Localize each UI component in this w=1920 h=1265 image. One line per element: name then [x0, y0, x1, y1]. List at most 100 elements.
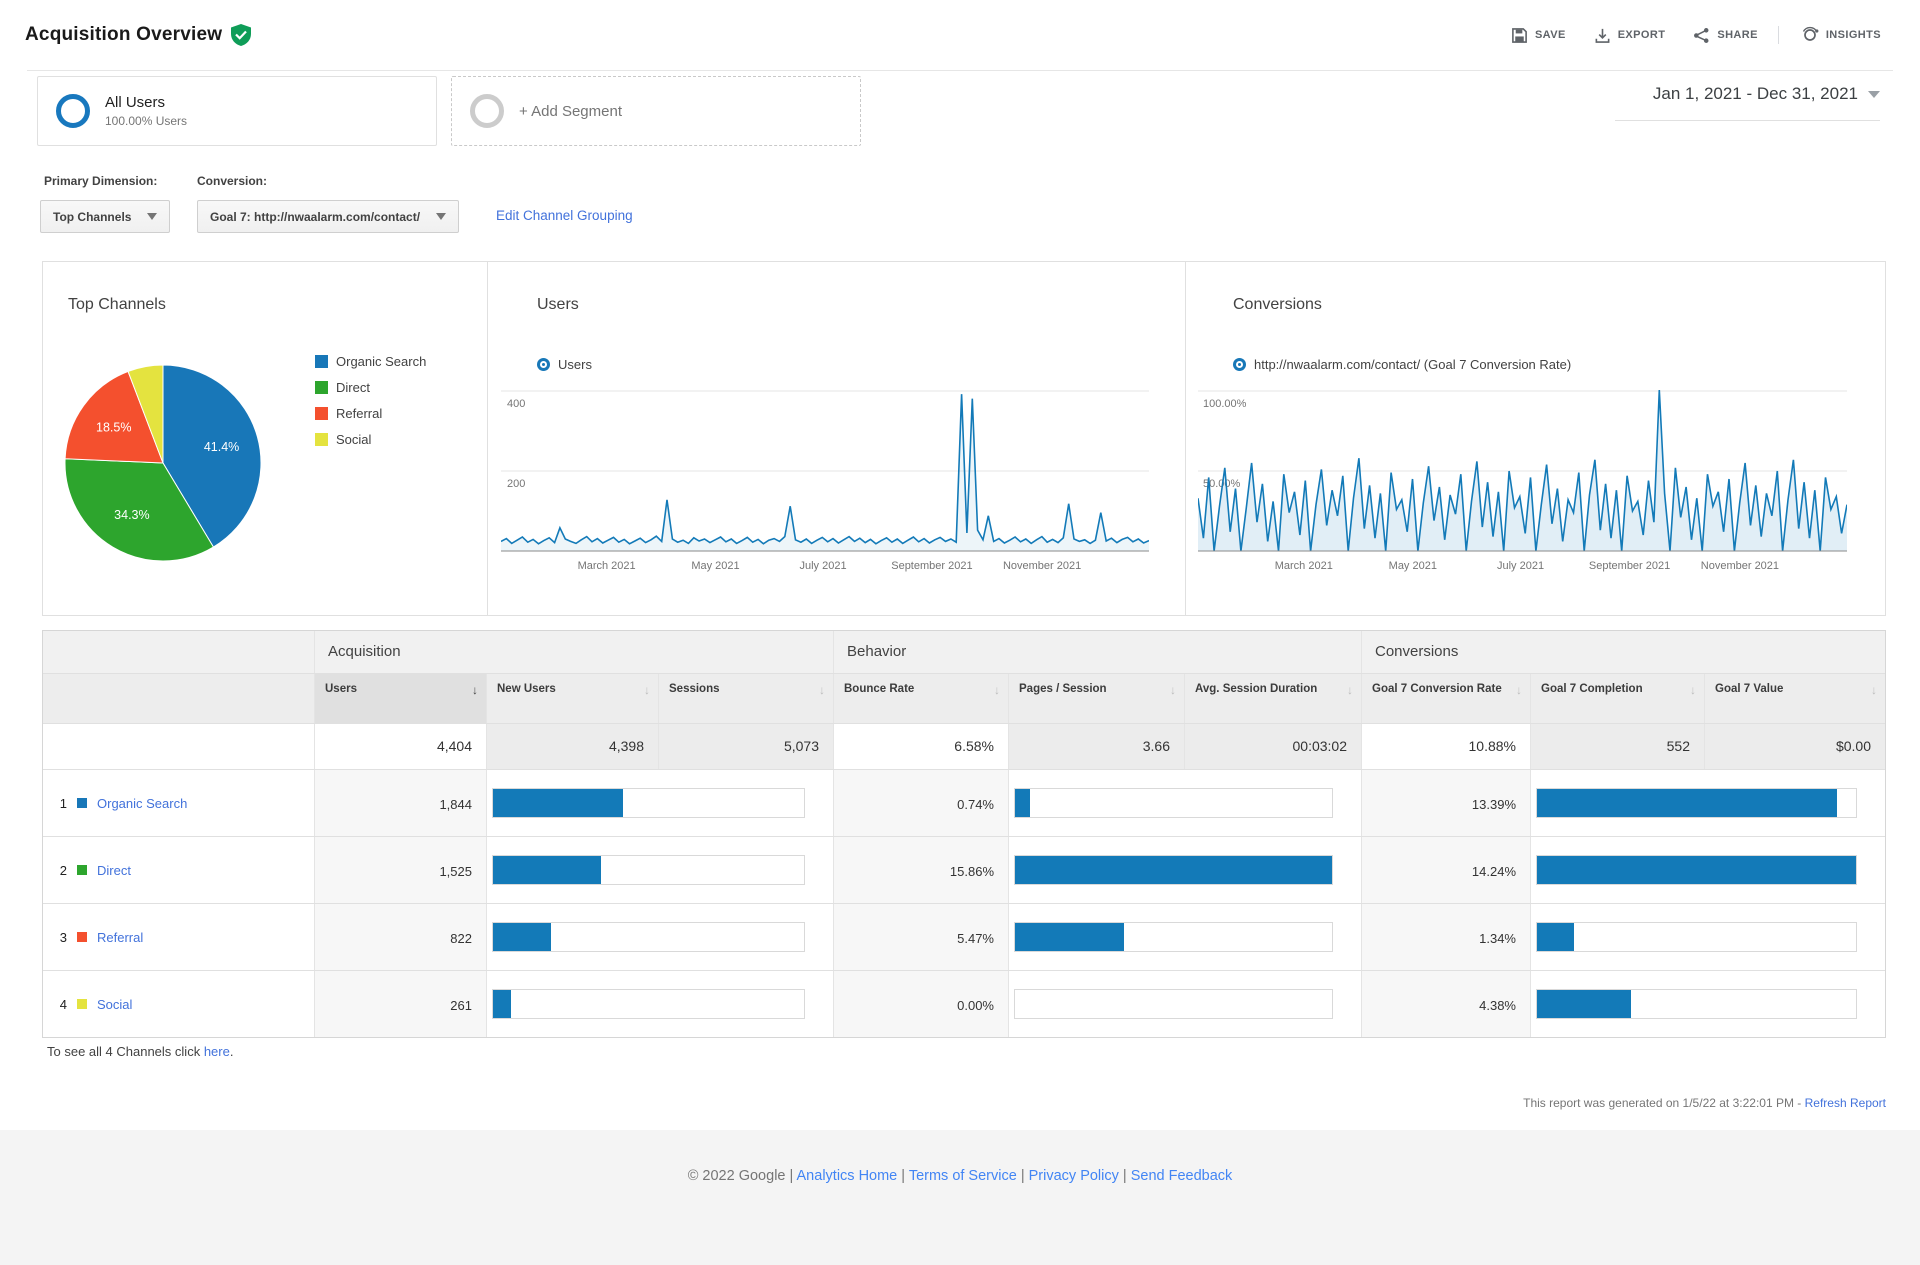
- goal-bar-cell: [1530, 837, 1885, 903]
- sort-icon: ↓: [1347, 683, 1353, 699]
- col-pages-session[interactable]: Pages / Session↓: [1008, 674, 1184, 723]
- col-users[interactable]: Users↓: [314, 674, 486, 723]
- pie-chart-title: Top Channels: [68, 296, 166, 314]
- x-axis-month-label: September 2021: [891, 560, 972, 572]
- channels-table: Acquisition Behavior Conversions Users↓ …: [42, 630, 1886, 1038]
- channel-name-cell: 2Direct: [43, 837, 314, 903]
- users-series-legend[interactable]: Users: [537, 357, 592, 372]
- group-conversions: Conversions: [1361, 631, 1885, 673]
- segment-name: All Users: [105, 94, 187, 111]
- conversions-chart-title: Conversions: [1233, 296, 1322, 314]
- legend-swatch: [315, 433, 328, 446]
- share-icon: [1693, 27, 1710, 44]
- report-generated-line: This report was generated on 1/5/22 at 3…: [1523, 1096, 1886, 1110]
- add-segment-label: + Add Segment: [519, 103, 622, 120]
- bounce-bar-cell: [1008, 971, 1361, 1037]
- col-new-users[interactable]: New Users↓: [486, 674, 658, 723]
- toolbar: SAVE EXPORT SHARE INSIGHTS: [1497, 0, 1895, 70]
- channel-name-cell: 4 Social: [43, 971, 314, 1037]
- summary-pages-session: 3.66: [1008, 724, 1184, 769]
- series-area: [501, 394, 1149, 551]
- col-sessions[interactable]: Sessions↓: [658, 674, 833, 723]
- legend-item-social[interactable]: Social: [315, 432, 426, 447]
- conversions-series-legend[interactable]: http://nwaalarm.com/contact/ (Goal 7 Con…: [1233, 357, 1571, 372]
- col-avg-duration[interactable]: Avg. Session Duration↓: [1184, 674, 1361, 723]
- footer-link[interactable]: Analytics Home: [797, 1168, 898, 1184]
- primary-dimension-dropdown[interactable]: Top Channels: [40, 200, 170, 233]
- refresh-report-link[interactable]: Refresh Report: [1805, 1096, 1886, 1110]
- segment-all-users[interactable]: All Users 100.00% Users: [37, 76, 437, 146]
- download-icon: [1594, 27, 1611, 44]
- conversion-dropdown[interactable]: Goal 7: http://nwaalarm.com/contact/: [197, 200, 459, 233]
- users-x-axis-labels: March 2021May 2021July 2021September 202…: [501, 560, 1149, 576]
- channel-link[interactable]: Social: [97, 997, 132, 1012]
- legend-swatch: [315, 407, 328, 420]
- series-line: [501, 394, 1149, 544]
- col-goal-completion[interactable]: Goal 7 Completion↓: [1530, 674, 1704, 723]
- insights-button[interactable]: INSIGHTS: [1778, 26, 1895, 44]
- edit-channel-grouping-link[interactable]: Edit Channel Grouping: [496, 208, 633, 223]
- table-summary-row: 4,404 4,398 5,073 6.58% 3.66 00:03:02 10…: [43, 723, 1885, 769]
- table-column-header: Users↓ New Users↓ Sessions↓ Bounce Rate↓…: [43, 673, 1885, 723]
- panel-divider: [487, 262, 488, 615]
- channel-name-cell: 3 Referral: [43, 904, 314, 970]
- users-line-chart[interactable]: [501, 387, 1149, 555]
- primary-dimension-label: Primary Dimension:: [44, 174, 157, 188]
- add-segment-button[interactable]: + Add Segment: [451, 76, 861, 146]
- channel-link[interactable]: Referral: [97, 930, 143, 945]
- legend-item-direct[interactable]: Direct: [315, 380, 426, 395]
- table-row: 2Direct1,52515.86%14.24%: [43, 836, 1885, 903]
- channel-link[interactable]: Organic Search: [97, 796, 187, 811]
- table-group-header: Acquisition Behavior Conversions: [43, 631, 1885, 673]
- summary-new-users: 4,398: [486, 724, 658, 769]
- table-row: 4Social2610.00%4.38%: [43, 970, 1885, 1037]
- users-bar: [493, 923, 551, 951]
- conversions-area-chart[interactable]: [1198, 387, 1847, 555]
- panel-divider: [1185, 262, 1186, 615]
- goal-bar: [1537, 923, 1574, 951]
- top-channels-pie-chart[interactable]: 41.4%34.3%18.5%: [62, 362, 264, 564]
- legend-item-referral[interactable]: Referral: [315, 406, 426, 421]
- x-axis-month-label: November 2021: [1701, 560, 1779, 572]
- footer-link[interactable]: Send Feedback: [1131, 1168, 1233, 1184]
- col-bounce-rate[interactable]: Bounce Rate↓: [833, 674, 1008, 723]
- channel-color-swatch: [77, 999, 87, 1009]
- bounce-bar: [1015, 856, 1332, 884]
- save-button[interactable]: SAVE: [1497, 27, 1580, 44]
- sort-icon: ↓: [1516, 683, 1522, 699]
- export-button[interactable]: EXPORT: [1580, 27, 1680, 44]
- footer-link[interactable]: Privacy Policy: [1029, 1168, 1119, 1184]
- users-bar-cell: [486, 770, 833, 836]
- page-title: Acquisition Overview: [25, 24, 222, 46]
- goal-rate-value: 1.34%: [1361, 904, 1530, 970]
- date-range-picker[interactable]: Jan 1, 2021 - Dec 31, 2021: [1615, 84, 1880, 121]
- users-value: 822: [314, 904, 486, 970]
- conversions-x-axis-labels: March 2021May 2021July 2021September 202…: [1198, 560, 1847, 576]
- channel-link[interactable]: Direct: [97, 863, 131, 878]
- sort-icon: ↓: [994, 683, 1000, 699]
- x-axis-month-label: November 2021: [1003, 560, 1081, 572]
- col-goal-value[interactable]: Goal 7 Value↓: [1704, 674, 1885, 723]
- footer-link[interactable]: Terms of Service: [909, 1168, 1017, 1184]
- users-bar: [493, 990, 511, 1018]
- row-rank: 3: [57, 930, 67, 945]
- users-bar: [493, 856, 601, 884]
- bounce-rate-value: 15.86%: [833, 837, 1008, 903]
- goal-bar-cell: [1530, 904, 1885, 970]
- goal-bar: [1537, 856, 1856, 884]
- x-axis-month-label: July 2021: [800, 560, 847, 572]
- series-dot-icon: [537, 358, 550, 371]
- date-range-value: Jan 1, 2021 - Dec 31, 2021: [1653, 84, 1858, 103]
- x-axis-month-label: May 2021: [1389, 560, 1437, 572]
- users-value: 261: [314, 971, 486, 1037]
- legend-item-organic-search[interactable]: Organic Search: [315, 354, 426, 369]
- row-rank: 4: [57, 997, 67, 1012]
- share-button[interactable]: SHARE: [1679, 27, 1772, 44]
- pie-slice-label: 34.3%: [114, 508, 149, 522]
- legend-swatch: [315, 381, 328, 394]
- see-all-here-link[interactable]: here: [204, 1044, 230, 1059]
- copyright: © 2022 Google: [688, 1168, 786, 1184]
- col-goal-rate[interactable]: Goal 7 Conversion Rate↓: [1361, 674, 1530, 723]
- goal-bar-cell: [1530, 770, 1885, 836]
- x-axis-month-label: September 2021: [1589, 560, 1670, 572]
